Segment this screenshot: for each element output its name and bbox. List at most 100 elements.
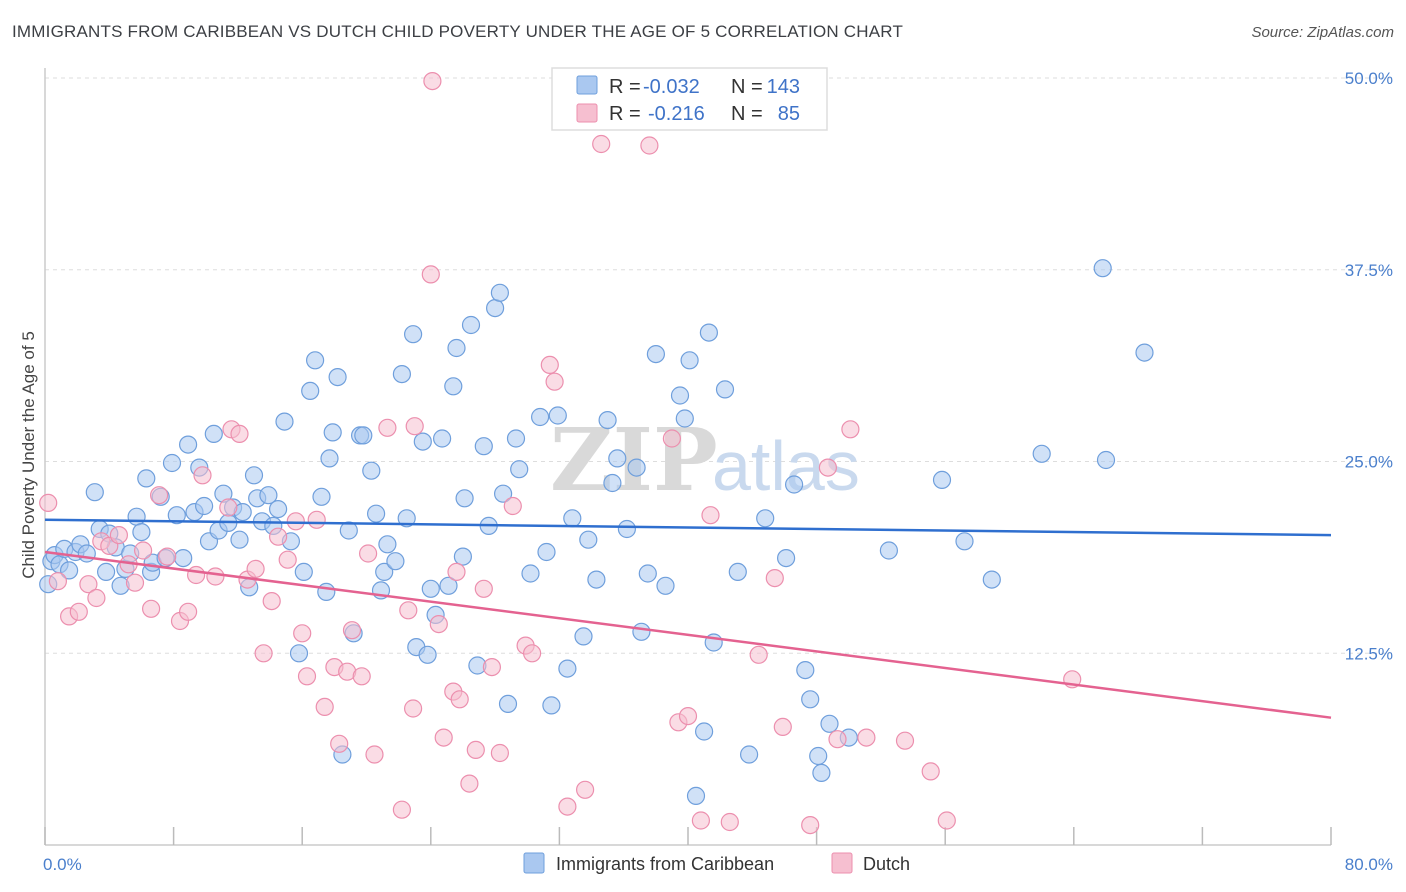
dutch-point [818,458,838,477]
caribbean-point [699,323,719,342]
caribbean-point [776,548,796,568]
stats-box: R = -0.032 N = 143 R = -0.216 N = 85 [551,67,828,131]
caribbean-point [378,535,397,554]
caribbean-point [1093,259,1112,278]
caribbean-point [461,315,481,335]
dutch-point [230,424,249,443]
dutch-point [937,811,956,830]
dutch-point [69,602,88,621]
dutch-point [592,134,611,154]
caribbean-point [167,506,186,525]
caribbean-point [680,351,699,370]
caribbean-point [137,469,156,488]
y-tick-label: 50.0% [1345,69,1393,88]
caribbean-point [320,449,339,468]
caribbean-point [375,562,394,582]
caribbean-point [587,570,606,589]
dutch-point [399,601,418,620]
caribbean-point [686,786,706,806]
caribbean-point [796,660,815,680]
dutch-point [558,797,577,816]
dutch-point [179,602,198,621]
caribbean-point [510,460,529,479]
caribbean-point [784,475,804,494]
dutch-point [286,512,305,531]
caribbean-point [433,429,452,448]
watermark-atlas: atlas [712,427,860,505]
caribbean-point [490,283,509,302]
caribbean-point [1032,444,1051,463]
dutch-point [158,547,177,566]
dutch-point [352,667,371,686]
dutch-point [246,559,265,579]
caribbean-point [289,644,309,663]
caribbean-point [694,722,714,741]
dutch-point [691,811,711,830]
caribbean-point [306,351,325,370]
dutch-point [187,565,206,585]
x-tick-label-max: 80.0% [1345,855,1393,874]
caribbean-point [230,530,249,549]
caribbean-point [494,484,513,503]
caribbean-point [563,509,582,528]
dutch-point [87,588,106,608]
stats-n-value-1: 143 [767,76,800,98]
dutch-point [405,417,424,436]
dutch-point [678,706,698,726]
stats-n-label-2: N = [731,103,763,125]
x-tick-labels: 0.0% 80.0% [43,855,1393,874]
caribbean-point [646,345,666,364]
y-tick-label: 25.0% [1345,453,1393,472]
caribbean-point [77,544,96,563]
caribbean-point [259,486,278,505]
dutch-point [378,418,397,437]
caribbean-point [418,645,437,664]
caribbean-point [756,509,775,528]
stats-n-label-1: N = [731,76,763,98]
dutch-point [278,550,297,569]
caribbean-point [982,570,1001,589]
caribbean-point [932,470,952,489]
dutch-point [429,614,448,634]
dutch-point [434,728,453,747]
caribbean-point [608,449,627,468]
dutch-point [206,567,225,586]
dutch-point [365,745,384,764]
stats-swatch-caribbean [576,75,598,95]
caribbean-point [339,521,358,540]
stats-n-value-2: 85 [778,103,800,125]
dutch-point [392,800,411,819]
dutch-point [134,541,153,560]
caribbean-point [354,426,373,445]
dutch-point [749,645,768,664]
caribbean-point [506,429,526,448]
caribbean-point [294,562,313,582]
y-axis-label: Child Poverty Under the Age of 5 [19,331,38,579]
chart-source: Source: ZipAtlas.com [1251,24,1394,41]
caribbean-point [801,690,820,709]
caribbean-point [574,627,593,646]
dutch-point [773,717,792,737]
dutch-point [421,265,440,284]
caribbean-point [638,564,657,583]
caribbean-point [617,519,637,539]
dutch-point [254,644,273,663]
caribbean-point [85,483,104,502]
dutch-point [828,730,847,749]
caribbean-point [397,509,416,528]
axes [44,68,1332,846]
caribbean-point [195,496,214,516]
dutch-point [466,740,485,760]
caribbean-point [627,458,646,477]
y-tick-label: 37.5% [1345,261,1393,280]
caribbean-point [162,453,182,473]
dutch-point [39,493,58,512]
dutch-point [447,562,466,582]
dutch-point [921,762,940,781]
caribbean-point [1096,450,1116,470]
dutch-point [150,486,169,505]
caribbean-point [413,432,432,451]
caribbean-point [603,473,622,493]
dutch-point [460,774,479,793]
caribbean-point [955,532,974,551]
